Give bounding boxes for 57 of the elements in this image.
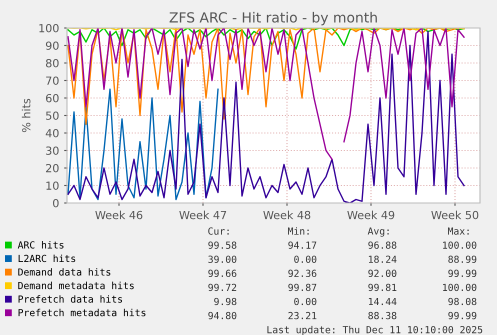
text: Max: — [448, 228, 469, 235]
y-tick-label: 30 — [46, 146, 59, 155]
text: 99.87 — [288, 284, 316, 292]
text: 39.00 — [208, 256, 236, 263]
chart-title: ZFS ARC - Hit ratio - by month — [170, 12, 377, 26]
legend-label: Prefetch data hits — [18, 295, 122, 303]
legend-label: ARC hits — [18, 241, 64, 249]
x-tick-label: Week 47 — [179, 210, 226, 220]
text: 98.08 — [448, 298, 476, 306]
line-series — [67, 30, 465, 203]
text: 99.81 — [368, 284, 396, 292]
text: 88.38 — [368, 312, 396, 320]
legend-label: L2ARC hits — [18, 254, 76, 262]
x-tick-label: Week 50 — [431, 210, 478, 220]
x-tick-label: Week 48 — [263, 210, 310, 220]
y-tick-label: 10 — [46, 181, 59, 190]
legend-label: Prefetch metadata hits — [18, 308, 146, 316]
text: Last update: Thu Dec 11 10:10:00 2025 — [267, 326, 482, 335]
legend-label: Demand metadata hits — [18, 282, 134, 290]
text: 0.00 — [294, 256, 316, 263]
y-tick-label: 50 — [46, 111, 59, 120]
line-series — [67, 28, 465, 50]
text: 92.36 — [288, 270, 316, 278]
y-tick-label: 20 — [46, 164, 59, 172]
text: 96.88 — [368, 241, 396, 249]
text: Cur: — [208, 227, 229, 235]
y-tick-label: 60 — [46, 94, 59, 102]
line-series — [67, 28, 465, 125]
line-series — [67, 88, 219, 200]
text: 99.99 — [448, 270, 476, 278]
text: Avg: — [368, 227, 389, 237]
text: 94.17 — [288, 241, 316, 249]
y-tick-label: 70 — [46, 76, 59, 85]
text: 88.99 — [448, 256, 476, 263]
text: 92.00 — [368, 270, 396, 278]
text: 9.98 — [214, 298, 236, 306]
y-axis-title: % hits — [22, 98, 30, 132]
x-tick-label: Week 49 — [347, 210, 394, 220]
text: 99.58 — [208, 241, 236, 249]
y-tick-label: 100 — [39, 24, 59, 32]
text: 100.00 — [443, 241, 476, 249]
text: 99.66 — [208, 270, 236, 278]
x-tick-label: Week 46 — [95, 210, 142, 220]
y-tick-label: 40 — [46, 128, 59, 138]
text: 99.72 — [208, 284, 236, 292]
y-tick-label: 80 — [46, 58, 59, 68]
text: 14.44 — [368, 298, 397, 306]
y-tick-label: 0 — [53, 198, 59, 208]
text: 23.21 — [288, 312, 316, 320]
legend-label: Demand data hits — [18, 268, 110, 276]
text: 0.00 — [294, 298, 316, 306]
text: 18.24 — [368, 256, 397, 263]
text: 94.80 — [208, 312, 236, 320]
y-tick-label: 90 — [46, 41, 59, 50]
text: Min: — [288, 227, 309, 235]
text: 99.99 — [448, 312, 476, 320]
text: 100.00 — [443, 284, 476, 292]
